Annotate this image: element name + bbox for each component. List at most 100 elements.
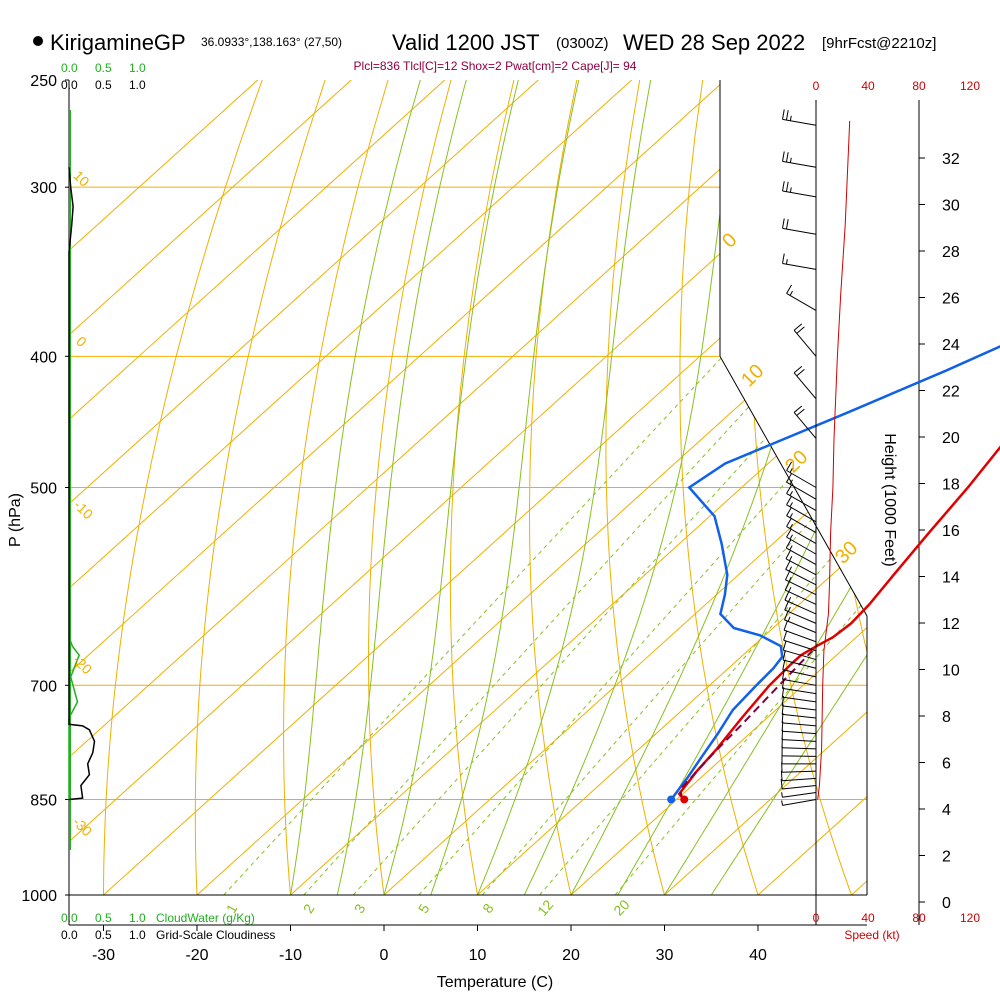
dry-adiabat-line bbox=[194, 80, 326, 895]
station-dot-icon bbox=[33, 36, 43, 46]
wind-barb-flag bbox=[784, 610, 789, 621]
wind-barb-half-flag bbox=[789, 467, 793, 473]
height-tick-label: 2 bbox=[942, 849, 951, 866]
height-tick-label: 24 bbox=[942, 337, 960, 354]
dry-adiabat-line bbox=[103, 80, 263, 895]
wind-barb-half-flag bbox=[781, 792, 783, 798]
wind-barb-shaft bbox=[786, 470, 817, 488]
wind-barb-shaft bbox=[783, 629, 817, 643]
wind-barb-flag bbox=[785, 110, 789, 121]
height-tick-label: 22 bbox=[942, 384, 960, 401]
wind-barb-half-flag bbox=[788, 596, 792, 602]
wind-speed-line bbox=[817, 120, 851, 800]
valid-date: WED 28 Sep 2022 bbox=[623, 30, 805, 55]
wind-barb bbox=[786, 528, 817, 555]
height-tick-label: 30 bbox=[942, 198, 960, 215]
wind-barb-shaft bbox=[786, 493, 817, 511]
wind-barb-shaft bbox=[781, 755, 817, 757]
wind-barb-shaft bbox=[784, 609, 817, 624]
thermo-grid bbox=[69, 80, 867, 895]
wind-barb-half-flag bbox=[789, 490, 793, 496]
wind-barb-shaft bbox=[782, 713, 817, 719]
wind-barb-half-flag bbox=[788, 566, 792, 572]
wind-barb-shaft bbox=[782, 687, 817, 695]
wind-barb-flag bbox=[785, 560, 791, 570]
wind-barb-flag bbox=[784, 590, 790, 601]
wind-barb-shaft bbox=[785, 579, 817, 596]
cloudiness-tick-top: 1.0 bbox=[129, 78, 146, 92]
surface-dewpoint-marker bbox=[667, 795, 676, 804]
forecast-info: [9hrFcst@2210z] bbox=[822, 35, 936, 52]
wind-barb bbox=[782, 253, 817, 270]
moist-adiabat-line bbox=[290, 80, 421, 895]
wind-barb-shaft bbox=[782, 659, 817, 669]
wind-barb bbox=[780, 770, 817, 782]
x-tick-label: 40 bbox=[749, 947, 767, 964]
wind-barb-half-flag bbox=[789, 502, 793, 508]
wind-barb-flag bbox=[785, 539, 792, 549]
wind-barb-shaft bbox=[782, 739, 817, 742]
speed-tick-top: 0 bbox=[813, 79, 820, 93]
wind-barb-flag bbox=[782, 640, 787, 651]
cloudiness-tick-bottom: 0.5 bbox=[95, 928, 112, 942]
wind-barb bbox=[784, 570, 817, 596]
wind-barb-flag bbox=[782, 650, 786, 661]
mixing-ratio-line bbox=[352, 355, 841, 895]
wind-barb-shaft bbox=[782, 798, 817, 806]
wind-barb-shaft bbox=[782, 784, 817, 790]
height-tick-label: 28 bbox=[942, 244, 960, 261]
moist-adiabat-line bbox=[383, 80, 519, 895]
moist-adiabat-line bbox=[430, 80, 580, 895]
x-tick-label: 10 bbox=[469, 947, 487, 964]
wind-barb-shaft bbox=[782, 227, 817, 235]
x-tick-label: -20 bbox=[185, 947, 208, 964]
wind-barb bbox=[781, 792, 817, 798]
wind-barb bbox=[781, 798, 817, 806]
y-tick-label: 500 bbox=[30, 481, 57, 498]
wind-barb-shaft bbox=[782, 777, 817, 782]
wind-barb-flag bbox=[784, 570, 791, 581]
mixing-ratio-line bbox=[223, 355, 724, 895]
wind-barb-flag bbox=[793, 405, 803, 413]
side-panels bbox=[68, 110, 96, 850]
wind-barb-flag bbox=[786, 473, 792, 483]
cloudiness-tick-bottom: 0.0 bbox=[61, 928, 78, 942]
isotherm-line bbox=[69, 80, 633, 895]
cloudwater-label: CloudWater (g/Kg) bbox=[156, 911, 255, 925]
dry-adiabat-line bbox=[528, 80, 578, 895]
speed-tick-bottom: 0 bbox=[813, 911, 820, 925]
wind-barb bbox=[786, 517, 817, 544]
wind-barb bbox=[781, 762, 817, 773]
wind-barb-flag bbox=[782, 253, 785, 264]
x-tick-label: -30 bbox=[92, 947, 115, 964]
wind-barb-half-flag bbox=[789, 513, 793, 518]
wind-barb bbox=[785, 549, 817, 576]
wind-barb-flag bbox=[786, 284, 792, 294]
wind-barb-flag bbox=[782, 109, 785, 120]
wind-barb-flag bbox=[780, 779, 783, 790]
wind-barb bbox=[782, 109, 817, 126]
wind-barb-shaft bbox=[782, 792, 817, 798]
wind-barb bbox=[782, 650, 817, 669]
wind-barb-half-flag bbox=[789, 290, 793, 296]
wind-barb bbox=[786, 495, 817, 523]
isotherm-line bbox=[69, 80, 446, 895]
moist-adiabat-line bbox=[617, 80, 867, 895]
wind-barb-flag bbox=[793, 323, 803, 331]
wind-barb-half-flag bbox=[789, 534, 793, 540]
left-scale-bottom: 0.0 0.5 1.0 CloudWater (g/Kg) 0.0 0.5 1.… bbox=[61, 911, 275, 942]
wind-barb-flag bbox=[786, 506, 792, 516]
height-tick-label: 6 bbox=[942, 756, 951, 773]
wind-barb-flag bbox=[782, 218, 785, 229]
wind-barb-flag bbox=[786, 528, 792, 538]
height-tick-label: 32 bbox=[942, 151, 960, 168]
speed-tick-top: 120 bbox=[960, 79, 980, 93]
wind-barb-shaft bbox=[786, 504, 817, 523]
mixing-ratio-line bbox=[303, 355, 796, 895]
x-tick-label: 30 bbox=[656, 947, 674, 964]
wind-barb-flag bbox=[784, 600, 790, 611]
wind-barb-half-flag bbox=[789, 187, 792, 193]
wind-barb-shaft bbox=[786, 536, 817, 555]
wind-barb bbox=[784, 600, 817, 624]
mixing-ratio-line bbox=[418, 355, 867, 895]
